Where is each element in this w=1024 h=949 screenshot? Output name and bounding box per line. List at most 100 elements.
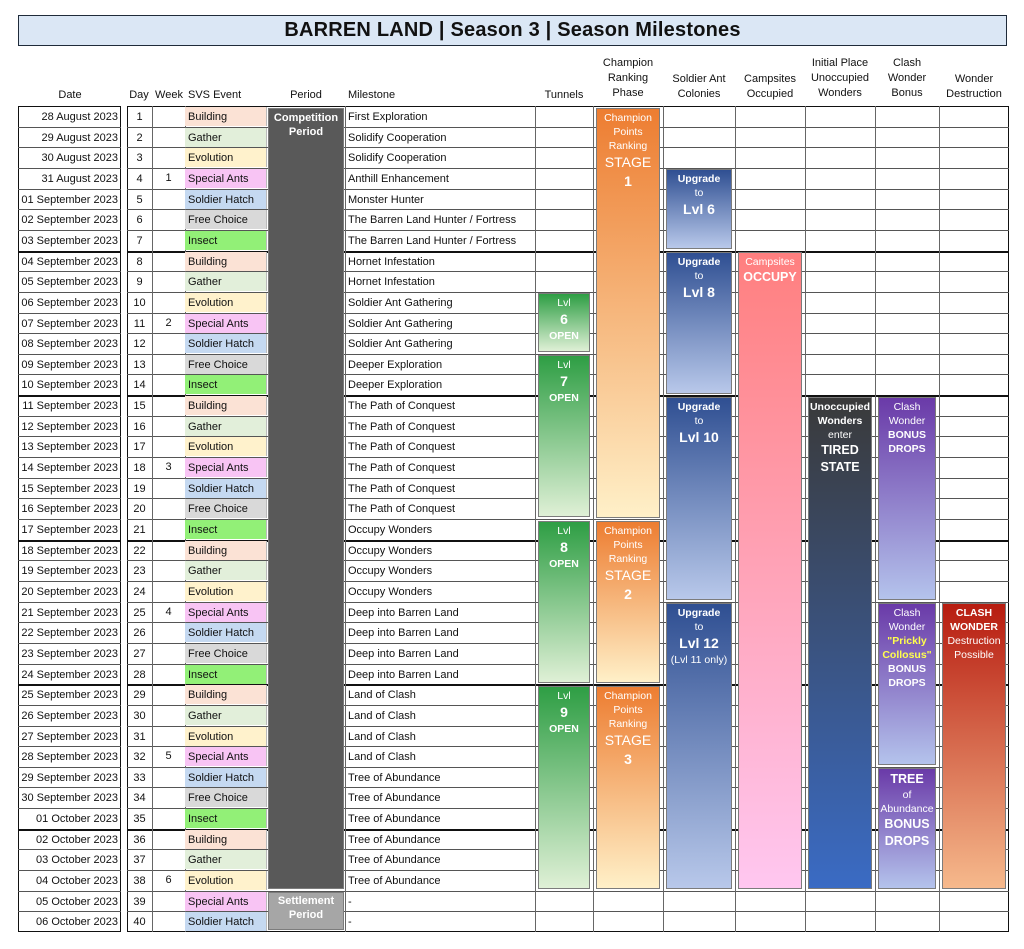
date-cell: 29 August 2023 xyxy=(41,131,118,144)
svs-event-cell: Gather xyxy=(185,272,267,292)
tunnel-block-text: Lvl xyxy=(557,524,571,537)
date-cell: 09 September 2023 xyxy=(21,358,118,371)
row-divider xyxy=(18,415,121,417)
header-date: Date xyxy=(58,89,82,101)
svs-event-cell: Special Ants xyxy=(185,747,267,767)
campsites-block: Campsites OCCUPY xyxy=(738,252,802,890)
date-cell: 08 September 2023 xyxy=(21,338,118,351)
milestone-cell: Occupy Wonders xyxy=(348,544,433,557)
row-divider xyxy=(127,229,1009,231)
row-divider xyxy=(18,436,121,438)
day-cell: 9 xyxy=(136,276,143,289)
day-cell: 5 xyxy=(136,193,143,206)
page-title: BARREN LAND | Season 3 | Season Mileston… xyxy=(18,15,1007,46)
champion-block-text: Ranking xyxy=(608,552,648,565)
day-cell: 33 xyxy=(133,771,146,784)
soldier-ant-block-text: Upgrade xyxy=(677,607,721,620)
milestone-cell: Deep into Barren Land xyxy=(348,647,459,660)
row-divider xyxy=(18,808,121,810)
milestone-cell: Land of Clash xyxy=(348,689,416,702)
column-divider xyxy=(345,106,346,932)
clash-bonus-block-text: Collosus" xyxy=(882,649,932,662)
header-tunnels: Tunnels xyxy=(544,89,584,101)
champion-block-text: Champion xyxy=(604,111,652,124)
row-divider xyxy=(18,601,121,603)
soldier-ant-block-text: Upgrade xyxy=(677,173,721,186)
date-cell: 26 September 2023 xyxy=(21,709,118,722)
header-soldier-ant: Soldier Ant Colonies xyxy=(672,73,726,100)
clash-bonus-block-text: DROPS xyxy=(884,834,930,849)
svs-event-cell: Special Ants xyxy=(185,313,267,333)
row-divider xyxy=(18,725,121,727)
date-cell: 01 October 2023 xyxy=(36,813,118,826)
svs-event-cell: Evolution xyxy=(185,871,267,891)
milestone-cell: Deeper Exploration xyxy=(348,379,443,392)
unoccupied-wonders-block-text: Unoccupied xyxy=(809,400,871,413)
soldier-ant-block: Upgrade to Lvl 10 xyxy=(666,396,732,601)
header-milestone: Milestone xyxy=(348,89,396,101)
day-cell: 21 xyxy=(133,524,146,536)
milestone-cell: Deep into Barren Land xyxy=(348,668,459,681)
clash-bonus-block-text: Clash xyxy=(893,607,921,620)
date-cell: 25 September 2023 xyxy=(21,689,118,702)
day-cell: 23 xyxy=(133,565,146,578)
row-divider xyxy=(18,787,121,789)
svs-event-cell: Evolution xyxy=(185,292,267,312)
champion-block-text: 1 xyxy=(624,172,632,189)
day-cell: 20 xyxy=(133,503,146,516)
svs-event-cell: Special Ants xyxy=(185,891,267,911)
week-label: 3 xyxy=(165,461,172,474)
row-divider xyxy=(18,560,121,562)
row-divider xyxy=(18,684,121,687)
svs-event-cell: Building xyxy=(185,107,267,126)
champion-block-text: Points xyxy=(613,125,643,138)
champion-block-text: STAGE xyxy=(604,566,652,583)
svs-event-cell: Soldier Hatch xyxy=(185,623,267,643)
milestone-cell: Solidify Cooperation xyxy=(348,152,447,165)
svs-event-cell: Insect xyxy=(185,520,267,539)
day-cell: 3 xyxy=(136,152,143,165)
date-cell: 02 October 2023 xyxy=(36,833,118,846)
milestone-cell: Deeper Exploration xyxy=(348,358,443,371)
row-divider xyxy=(127,271,1009,273)
date-cell: 06 October 2023 xyxy=(36,916,118,929)
column-divider xyxy=(805,106,806,932)
date-cell: 04 October 2023 xyxy=(36,875,118,888)
champion-block: Champion Points Ranking STAGE 2 xyxy=(596,520,660,683)
svs-event-cell: Soldier Hatch xyxy=(185,912,267,932)
day-cell: 26 xyxy=(133,627,146,640)
tunnel-block-text: OPEN xyxy=(549,330,579,343)
row-divider xyxy=(18,147,121,149)
header-champion: Champion Ranking Phase xyxy=(602,57,654,99)
svs-event-cell: Evolution xyxy=(185,581,267,601)
row-divider xyxy=(127,209,1009,211)
champion-block-text: 2 xyxy=(624,585,632,602)
row-divider xyxy=(18,539,121,542)
settlement-period-block: Settlement Period xyxy=(268,892,344,931)
date-cell: 24 September 2023 xyxy=(21,668,118,681)
day-cell: 29 xyxy=(133,689,146,702)
milestone-cell: The Path of Conquest xyxy=(348,482,456,495)
svs-event-cell: Evolution xyxy=(185,148,267,168)
champion-block-text: Ranking xyxy=(608,139,648,152)
campsites-block-text: Campsites xyxy=(745,256,795,269)
day-cell: 2 xyxy=(136,131,143,144)
tunnel-block-text: Lvl xyxy=(557,359,571,372)
date-cell: 04 September 2023 xyxy=(21,255,118,268)
date-cell: 28 September 2023 xyxy=(21,751,118,764)
day-cell: 39 xyxy=(133,895,146,908)
unoccupied-wonders-block: Unoccupied Wonders enter TIRED STATE xyxy=(808,396,872,890)
clash-bonus-block-text: TREE xyxy=(890,772,924,787)
day-cell: 34 xyxy=(133,792,146,805)
svs-event-cell: Free Choice xyxy=(185,643,267,663)
champion-block-text: Champion xyxy=(604,689,652,702)
svs-event-cell: Insect xyxy=(185,809,267,829)
svs-event-cell: Insect xyxy=(185,664,267,684)
tunnel-block-text: 7 xyxy=(560,373,568,390)
date-cell: 31 August 2023 xyxy=(41,172,118,185)
day-cell: 25 xyxy=(133,606,146,619)
date-cell: 28 August 2023 xyxy=(41,111,118,123)
svs-event-cell: Free Choice xyxy=(185,499,267,519)
column-divider xyxy=(535,106,536,932)
tunnel-block-text: OPEN xyxy=(549,557,579,570)
